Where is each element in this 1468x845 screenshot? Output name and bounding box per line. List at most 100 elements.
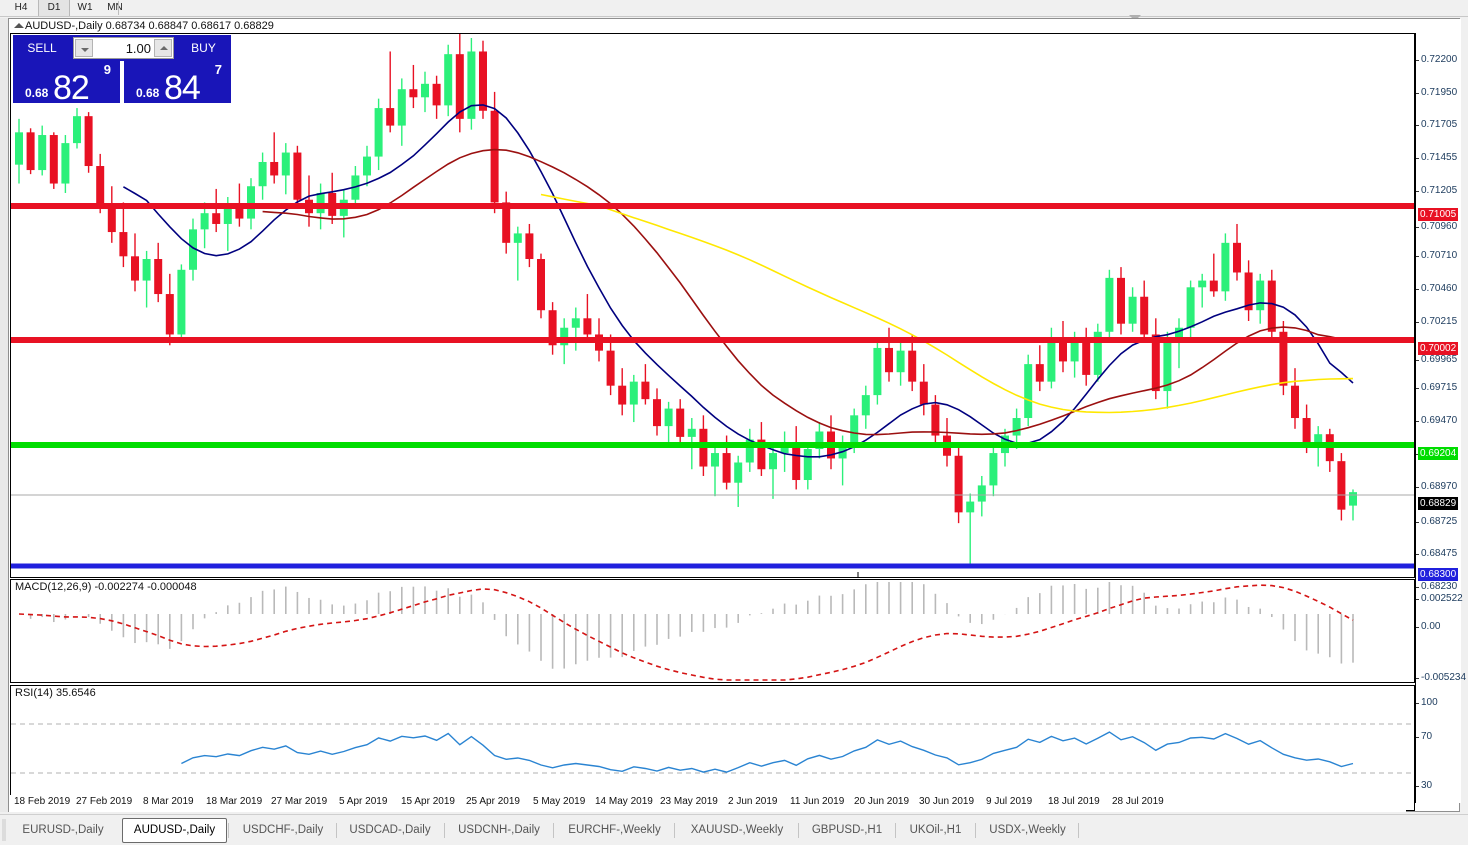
candle-body — [189, 229, 197, 270]
candle-body — [745, 439, 754, 463]
timeframe-h4[interactable]: H4 — [14, 2, 28, 13]
macd-pane[interactable]: MACD(12,26,9) -0.002274 -0.000048 — [10, 579, 1415, 683]
sell-price-prefix: 0.68 — [25, 86, 49, 100]
toolbar-divider — [118, 1, 119, 15]
candle-body — [861, 395, 870, 416]
candle-body — [409, 89, 418, 98]
candle-body — [606, 350, 615, 386]
scale-tick-mark — [1416, 256, 1419, 257]
scale-tick-mark — [1416, 125, 1419, 126]
candle-body — [293, 152, 302, 200]
timeframe-mn[interactable]: MN — [107, 2, 123, 13]
candle-body — [131, 256, 139, 281]
candle-body — [583, 318, 592, 335]
candle-body — [931, 404, 940, 436]
candle-body — [1105, 277, 1114, 332]
sell-button[interactable]: SELL — [13, 35, 71, 61]
date-axis-label: 8 Mar 2019 — [143, 796, 194, 807]
chart-tab-eurusd--daily[interactable]: EURUSD-,Daily — [22, 824, 104, 836]
candle-body — [223, 205, 232, 224]
scale-tick-mark — [1416, 158, 1419, 159]
buy-button[interactable]: BUY — [176, 35, 231, 61]
tab-separator — [674, 823, 675, 838]
candle-body — [270, 161, 279, 176]
price-tag: 0.68829 — [1418, 497, 1459, 510]
indicator-tick-label: -0.005234 — [1421, 672, 1467, 683]
price-tick-label: 0.71705 — [1421, 119, 1458, 130]
chart-tab-usdx--weekly[interactable]: USDX-,Weekly — [989, 824, 1066, 836]
chart-tab-ukoil--h1[interactable]: UKOil-,H1 — [909, 824, 962, 836]
candle-body — [467, 51, 476, 119]
candle-body — [177, 269, 186, 335]
buy-price-prefix: 0.68 — [136, 86, 160, 100]
sell-price-display[interactable]: 0.68 82 9 — [13, 61, 120, 107]
candle-body — [502, 202, 511, 243]
price-tick-label: 0.69470 — [1421, 415, 1458, 426]
date-axis-label: 28 Jul 2019 — [1112, 796, 1164, 807]
candle-body — [1302, 418, 1311, 443]
scale-tick-mark — [1416, 554, 1419, 555]
candle-body — [722, 453, 731, 483]
candle-body — [49, 135, 58, 184]
candle-body — [1256, 280, 1265, 311]
scale-tick-mark — [1416, 599, 1419, 600]
timeframe-w1[interactable]: W1 — [77, 2, 93, 13]
timeframe-d1[interactable]: D1 — [38, 0, 70, 16]
price-scale[interactable]: 0.72200 0.71950 0.71705 0.71455 0.71205 0.709… — [1415, 33, 1466, 824]
candle-body — [989, 453, 998, 486]
candle-body — [676, 408, 685, 437]
timeframe-toolbar: H4 D1 W1 MN — [0, 0, 1468, 17]
tabbar-handle[interactable] — [2, 819, 6, 841]
indicator-tick-label: 0.002522 — [1421, 593, 1463, 604]
price-pane[interactable] — [10, 33, 1415, 578]
volume-decrement-button[interactable] — [75, 39, 93, 57]
buy-price-display[interactable]: 0.68 84 7 — [124, 61, 231, 107]
volume-input[interactable]: 1.00 — [73, 37, 174, 59]
candle-body — [455, 54, 464, 119]
date-axis: 18 Feb 2019 27 Feb 2019 8 Mar 2019 18 Mar 2… — [9, 795, 1406, 812]
date-axis-label: 27 Mar 2019 — [271, 796, 328, 807]
candle-body — [1082, 341, 1091, 375]
date-axis-label: 11 Jun 2019 — [790, 796, 845, 807]
triangle-up-icon[interactable] — [14, 23, 24, 28]
price-tag: 0.71005 — [1418, 208, 1459, 221]
volume-increment-button[interactable] — [154, 39, 172, 57]
scale-tick-mark — [1416, 421, 1419, 422]
candle-body — [1244, 272, 1253, 311]
symbol-ohlc-label: AUDUSD-,Daily 0.68734 0.68847 0.68617 0.… — [25, 20, 274, 32]
rsi-pane[interactable]: RSI(14) 35.6546 — [10, 685, 1415, 811]
scale-tick-mark — [1416, 454, 1419, 455]
chart-tab-usdcad--daily[interactable]: USDCAD-,Daily — [349, 824, 431, 836]
candle-body — [687, 428, 696, 437]
date-axis-label: 18 Mar 2019 — [206, 796, 263, 807]
chart-tab-xauusd--weekly[interactable]: XAUUSD-,Weekly — [690, 824, 784, 836]
price-tick-label: 0.68725 — [1421, 516, 1458, 527]
scale-tick-mark — [1416, 322, 1419, 323]
candle-body — [664, 408, 673, 427]
price-tick-label: 0.68230 — [1421, 581, 1458, 592]
candle-body — [479, 51, 487, 111]
octp-header: SELL 1.00 BUY — [13, 35, 231, 61]
chart-tab-eurchf--weekly[interactable]: EURCHF-,Weekly — [568, 824, 661, 836]
candle-body — [1070, 341, 1079, 362]
scale-tick-mark — [1416, 388, 1419, 389]
candle-body — [885, 347, 893, 373]
candle-body — [537, 259, 545, 311]
candle-body — [954, 455, 963, 513]
sell-price-main: 82 — [53, 69, 90, 107]
date-axis-label: 23 May 2019 — [660, 796, 718, 807]
chart-tab-audusd--daily[interactable]: AUDUSD-,Daily — [122, 818, 227, 843]
rsi-label: RSI(14) 35.6546 — [15, 687, 96, 699]
candle-body — [258, 161, 267, 187]
candle-body — [966, 501, 975, 513]
chart-tab-usdcnh--daily[interactable]: USDCNH-,Daily — [458, 824, 540, 836]
chart-tab-gbpusd--h1[interactable]: GBPUSD-,H1 — [811, 824, 883, 836]
chart-tab-usdchf--daily[interactable]: USDCHF-,Daily — [242, 824, 324, 836]
macd-chart-svg — [18, 582, 1354, 681]
chart-window: AUDUSD-,Daily 0.68734 0.68847 0.68617 0.… — [8, 18, 1466, 824]
one-click-trading-panel[interactable]: SELL 1.00 BUY 0.68 82 9 0.68 84 7 — [13, 35, 231, 120]
candle-body — [803, 449, 812, 481]
candle-body — [1128, 296, 1137, 324]
price-tick-label: 0.70215 — [1421, 316, 1458, 327]
